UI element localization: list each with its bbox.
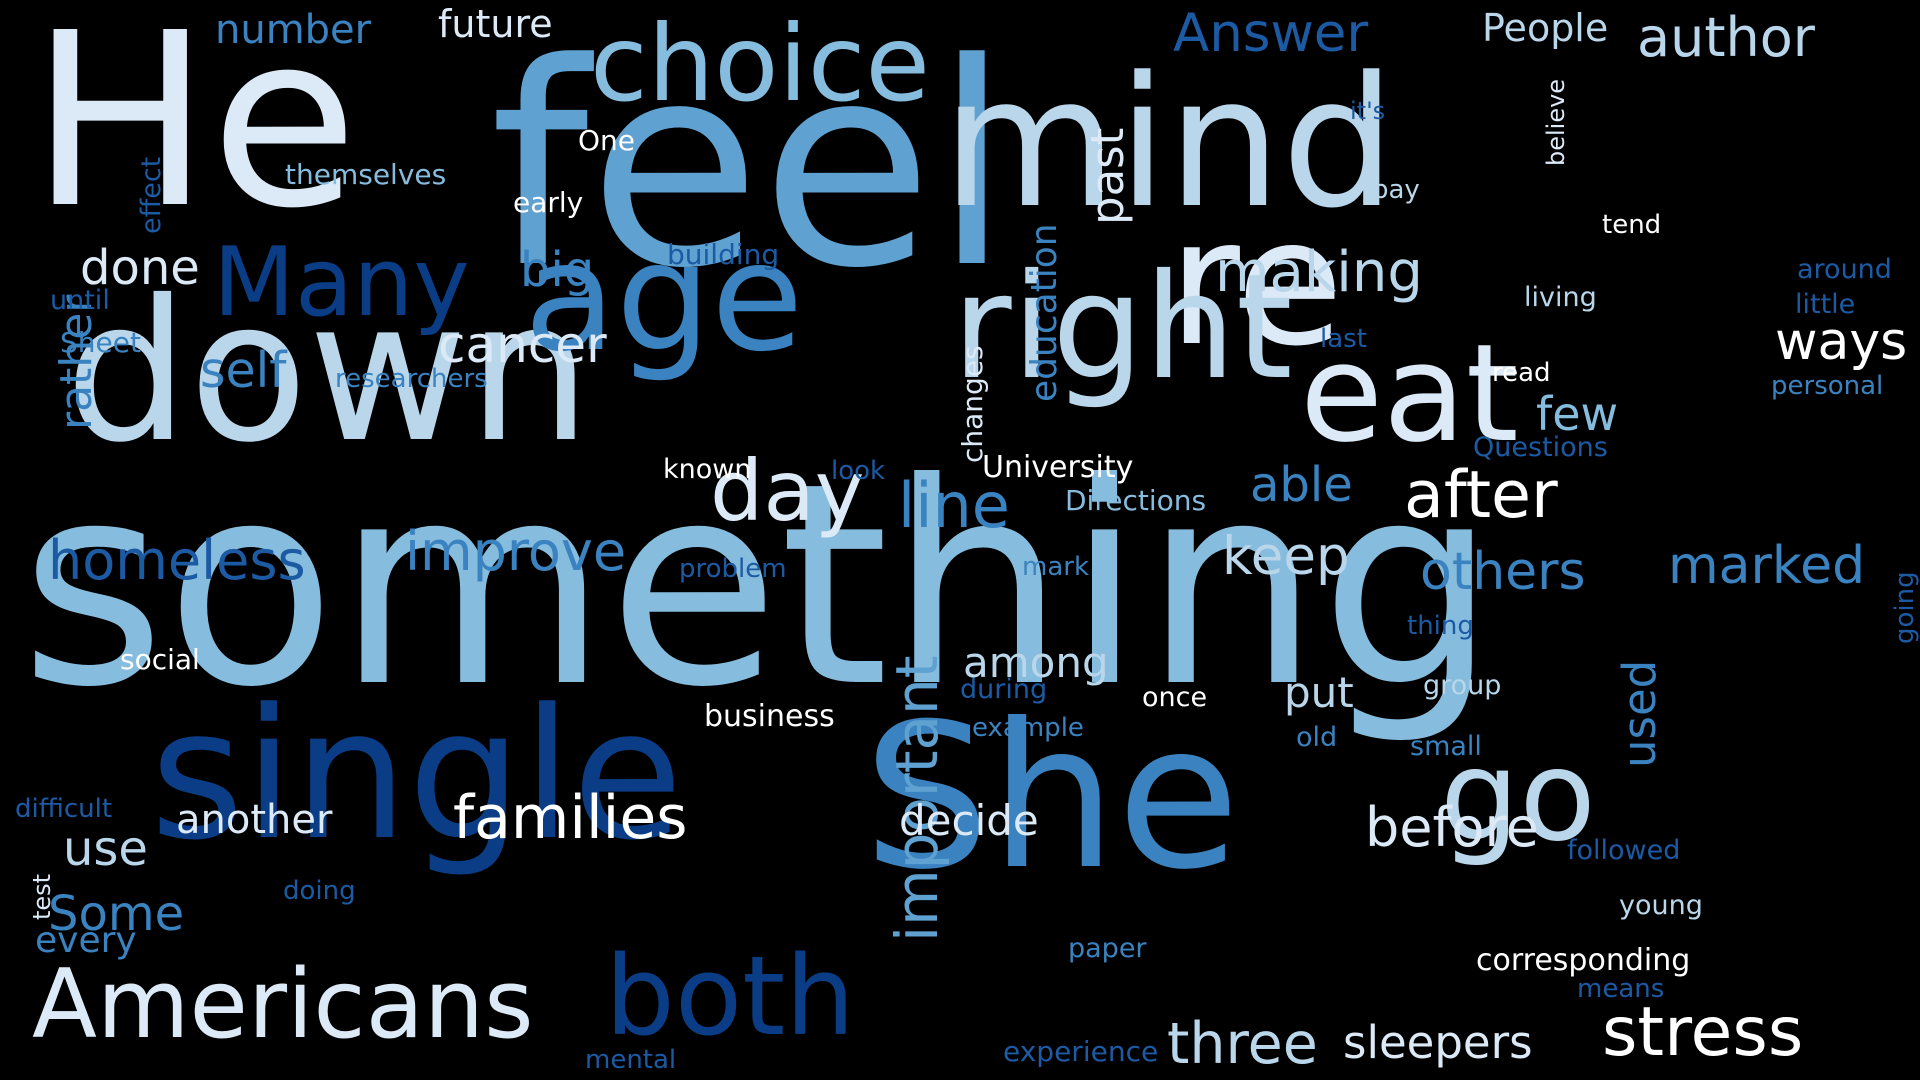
cloud-word: effect [136, 156, 167, 234]
cloud-word: author [1637, 6, 1815, 70]
cloud-word: age [524, 210, 804, 385]
cloud-word: education [1024, 223, 1065, 402]
cloud-word: number [215, 6, 372, 53]
cloud-word: building [667, 238, 780, 272]
cloud-word: problem [679, 553, 787, 584]
cloud-word: improve [405, 520, 627, 584]
cloud-word: once [1142, 682, 1208, 714]
cloud-word: small [1410, 731, 1482, 763]
cloud-word: during [960, 674, 1048, 706]
cloud-word: Americans [32, 950, 534, 1061]
cloud-word: themselves [285, 158, 447, 192]
cloud-word: mind [942, 39, 1396, 249]
cloud-word: living [1524, 282, 1597, 314]
cloud-word: done [80, 240, 200, 297]
cloud-word: others [1420, 541, 1586, 602]
cloud-word: One [578, 124, 636, 158]
cloud-word: researchers [335, 363, 488, 394]
cloud-word: followed [1567, 835, 1681, 867]
cloud-word: personal [1771, 370, 1884, 401]
cloud-word: stress [1602, 992, 1804, 1072]
cloud-word: ways [1775, 311, 1908, 372]
cloud-word: down [65, 258, 592, 486]
cloud-word: cancer [438, 315, 607, 374]
cloud-word: Questions [1473, 432, 1608, 464]
cloud-word: put [1284, 667, 1354, 717]
cloud-word: doing [283, 875, 356, 906]
cloud-word: families [453, 783, 688, 854]
cloud-word: mental [585, 1044, 677, 1075]
cloud-word: line [898, 468, 1010, 542]
cloud-word: Sheet [60, 326, 141, 360]
cloud-word: look [831, 455, 886, 486]
cloud-word: She [863, 681, 1240, 914]
cloud-word: until [50, 285, 110, 317]
cloud-word: day [710, 441, 865, 540]
cloud-word: Answer [1173, 3, 1369, 65]
cloud-word: feel [490, 4, 1011, 331]
cloud-word: tend [1602, 209, 1662, 240]
cloud-word: social [120, 643, 200, 677]
cloud-word: mark [1022, 551, 1090, 582]
cloud-word: corresponding [1476, 942, 1691, 978]
cloud-word: after [1404, 458, 1558, 534]
cloud-word: keep [1222, 526, 1350, 588]
cloud-word: re [1168, 182, 1344, 386]
cloud-word: making [1215, 239, 1423, 305]
cloud-word: He [30, 0, 359, 261]
cloud-word: Many [213, 228, 470, 339]
cloud-word: young [1619, 890, 1703, 922]
cloud-word: early [513, 186, 584, 220]
cloud-word: test [28, 873, 56, 920]
cloud-word: self [200, 342, 287, 400]
cloud-word: group [1423, 670, 1502, 702]
cloud-word: before [1365, 796, 1539, 860]
cloud-word: known [663, 454, 752, 486]
cloud-word: pay [1372, 174, 1420, 205]
cloud-word: means [1577, 973, 1665, 1004]
cloud-word: another [176, 796, 333, 843]
cloud-word: eat [1300, 314, 1519, 472]
cloud-word: old [1296, 722, 1338, 754]
cloud-word: read [1492, 357, 1551, 388]
cloud-word: something [20, 423, 1498, 748]
cloud-word: sleepers [1343, 1015, 1533, 1069]
cloud-word: believe [1542, 78, 1570, 166]
cloud-word: future [438, 2, 553, 47]
cloud-word: it's [1350, 96, 1386, 125]
cloud-word: past [1081, 127, 1134, 225]
cloud-word: every [35, 919, 137, 961]
cloud-word: among [963, 637, 1109, 687]
cloud-word: going [1890, 571, 1920, 644]
cloud-word: difficult [15, 793, 113, 824]
cloud-word: go [1440, 723, 1596, 869]
cloud-word: little [1795, 289, 1856, 321]
cloud-word: use [63, 821, 148, 878]
cloud-word: able [1250, 457, 1353, 514]
cloud-word: big [520, 242, 595, 299]
cloud-word: University [982, 449, 1134, 485]
cloud-word: paper [1068, 933, 1147, 965]
cloud-word: used [1613, 659, 1666, 768]
cloud-word: choice [590, 2, 931, 125]
cloud-word: business [704, 698, 835, 734]
cloud-word: right [952, 242, 1293, 412]
cloud-word: experience [1003, 1035, 1159, 1069]
cloud-word: Some [48, 886, 185, 943]
cloud-word: thing [1407, 610, 1474, 641]
cloud-word: marked [1668, 535, 1866, 596]
cloud-word: few [1536, 386, 1619, 441]
cloud-word: Directions [1065, 484, 1207, 518]
cloud-word: around [1797, 254, 1892, 286]
cloud-word: last [1320, 323, 1367, 354]
cloud-word: three [1167, 1010, 1318, 1077]
cloud-word: changes [956, 345, 989, 463]
cloud-word: People [1482, 6, 1609, 51]
cloud-word: homeless [48, 529, 306, 593]
cloud-word: decide [899, 795, 1039, 845]
cloud-word: single [150, 671, 683, 881]
cloud-word: example [972, 712, 1084, 743]
cloud-word: both [605, 931, 855, 1060]
